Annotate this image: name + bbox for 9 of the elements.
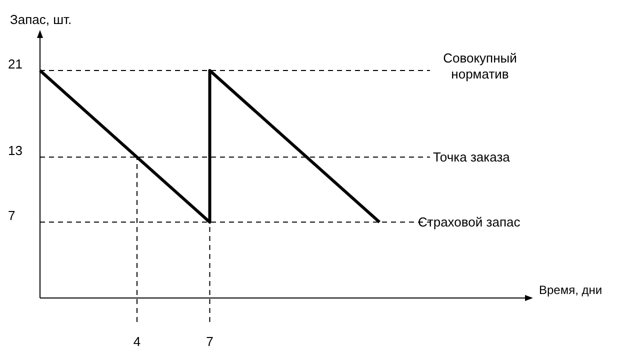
y-tick-label: 7 [8,208,16,224]
ref-line-label: Страховой запас [418,214,521,230]
x-axis-title: Время, дни [539,283,602,297]
y-tick-label: 13 [8,143,22,158]
ref-line-label: Точка заказа [433,150,511,165]
ref-line-label: Совокупный норматив [443,50,517,82]
x-tick-label: 4 [133,334,141,349]
y-tick-label: 21 [8,56,22,72]
y-axis-title: Запас, шт. [10,12,72,27]
